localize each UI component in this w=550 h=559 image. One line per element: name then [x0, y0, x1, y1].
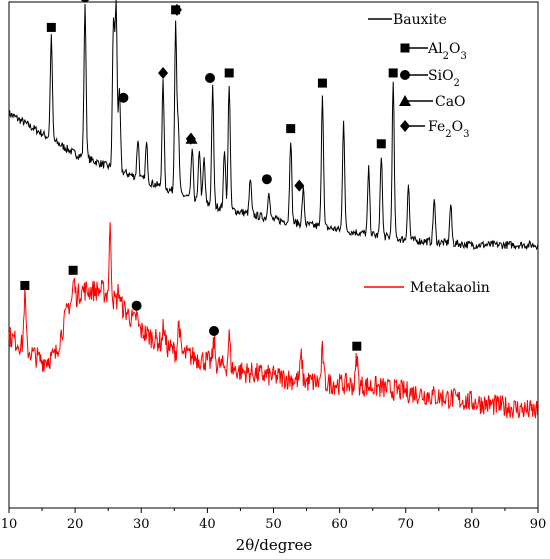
marker-fe2o3-diamond [158, 66, 169, 79]
marker-sio2-circle [261, 174, 272, 185]
x-tick-label: 20 [67, 517, 84, 532]
marker-al2o3-square [68, 265, 78, 275]
marker-fe2o3-diamond [185, 132, 196, 145]
series-layer [8, 0, 539, 419]
x-tick-label: 70 [397, 517, 414, 532]
marker-al2o3-square [388, 68, 398, 78]
x-tick-label: 30 [133, 517, 150, 532]
x-tick-label: 10 [1, 517, 18, 532]
x-tick-label: 80 [464, 517, 481, 532]
phase-marker-layer [20, 0, 398, 351]
x-tick-label: 50 [265, 517, 282, 532]
legend-label-1: Al2O3 [427, 41, 467, 62]
marker-al2o3-square [286, 124, 296, 134]
marker-al2o3-square [317, 78, 327, 88]
legend-label-5: Metakaolin [410, 280, 490, 296]
marker-sio2-circle [81, 0, 90, 3]
marker-al2o3-square [376, 139, 386, 149]
marker-fe2o3-diamond [171, 3, 182, 16]
x-tick-label: 40 [199, 517, 216, 532]
legend: Bauxite Al2O3 SiO2 CaO Fe2O3 Metakaolin [364, 12, 490, 296]
marker-al2o3-square [352, 341, 362, 351]
legend-triangle-icon [399, 95, 411, 106]
legend-square-icon [400, 43, 410, 53]
x-axis-title: 2θ/degree [236, 536, 313, 554]
x-tick-label: 90 [530, 517, 547, 532]
series-line-metakaolin [8, 222, 539, 419]
legend-label-2: SiO2 [428, 68, 460, 89]
marker-al2o3-square [46, 22, 56, 32]
series-line-bauxite [8, 0, 539, 251]
legend-label-4: Fe2O3 [428, 119, 469, 140]
legend-label-3: CaO [435, 94, 466, 110]
marker-al2o3-square [20, 280, 30, 290]
legend-circle-icon [400, 70, 410, 80]
legend-diamond-icon [400, 120, 410, 132]
marker-sio2-circle [131, 300, 142, 311]
legend-label-0: Bauxite [393, 12, 447, 28]
x-tick-label: 60 [331, 517, 348, 532]
marker-fe2o3-diamond [294, 179, 305, 192]
marker-sio2-circle [208, 326, 219, 337]
marker-sio2-circle [205, 73, 216, 84]
marker-al2o3-square [224, 68, 234, 78]
x-axis: 10 20 30 40 50 60 70 80 90 [1, 508, 547, 532]
marker-sio2-circle [118, 92, 129, 103]
